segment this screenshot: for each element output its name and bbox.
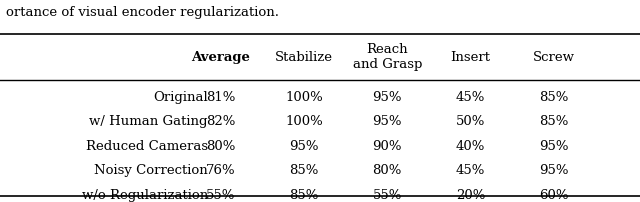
Text: 80%: 80% (206, 139, 236, 152)
Text: 95%: 95% (539, 163, 568, 176)
Text: Reach
and Grasp: Reach and Grasp (353, 43, 422, 71)
Text: 95%: 95% (289, 139, 319, 152)
Text: 55%: 55% (372, 188, 402, 201)
Text: Average: Average (191, 50, 250, 63)
Text: 85%: 85% (539, 90, 568, 103)
Text: 95%: 95% (372, 115, 402, 128)
Text: Insert: Insert (451, 50, 490, 63)
Text: Reduced Cameras: Reduced Cameras (86, 139, 208, 152)
Text: Screw: Screw (532, 50, 575, 63)
Text: 76%: 76% (206, 163, 236, 176)
Text: 55%: 55% (206, 188, 236, 201)
Text: 85%: 85% (289, 188, 319, 201)
Text: Stabilize: Stabilize (275, 50, 333, 63)
Text: 95%: 95% (372, 90, 402, 103)
Text: 45%: 45% (456, 163, 485, 176)
Text: w/o Regularization: w/o Regularization (82, 188, 208, 201)
Text: 80%: 80% (372, 163, 402, 176)
Text: 90%: 90% (372, 139, 402, 152)
Text: 40%: 40% (456, 139, 485, 152)
Text: Noisy Correction: Noisy Correction (94, 163, 208, 176)
Text: 85%: 85% (539, 115, 568, 128)
Text: 95%: 95% (539, 139, 568, 152)
Text: 20%: 20% (456, 188, 485, 201)
Text: 50%: 50% (456, 115, 485, 128)
Text: 45%: 45% (456, 90, 485, 103)
Text: ortance of visual encoder regularization.: ortance of visual encoder regularization… (6, 6, 280, 19)
Text: 82%: 82% (206, 115, 236, 128)
Text: 100%: 100% (285, 115, 323, 128)
Text: w/ Human Gating: w/ Human Gating (90, 115, 208, 128)
Text: 81%: 81% (206, 90, 236, 103)
Text: 100%: 100% (285, 90, 323, 103)
Text: Original: Original (153, 90, 208, 103)
Text: 60%: 60% (539, 188, 568, 201)
Text: 85%: 85% (289, 163, 319, 176)
